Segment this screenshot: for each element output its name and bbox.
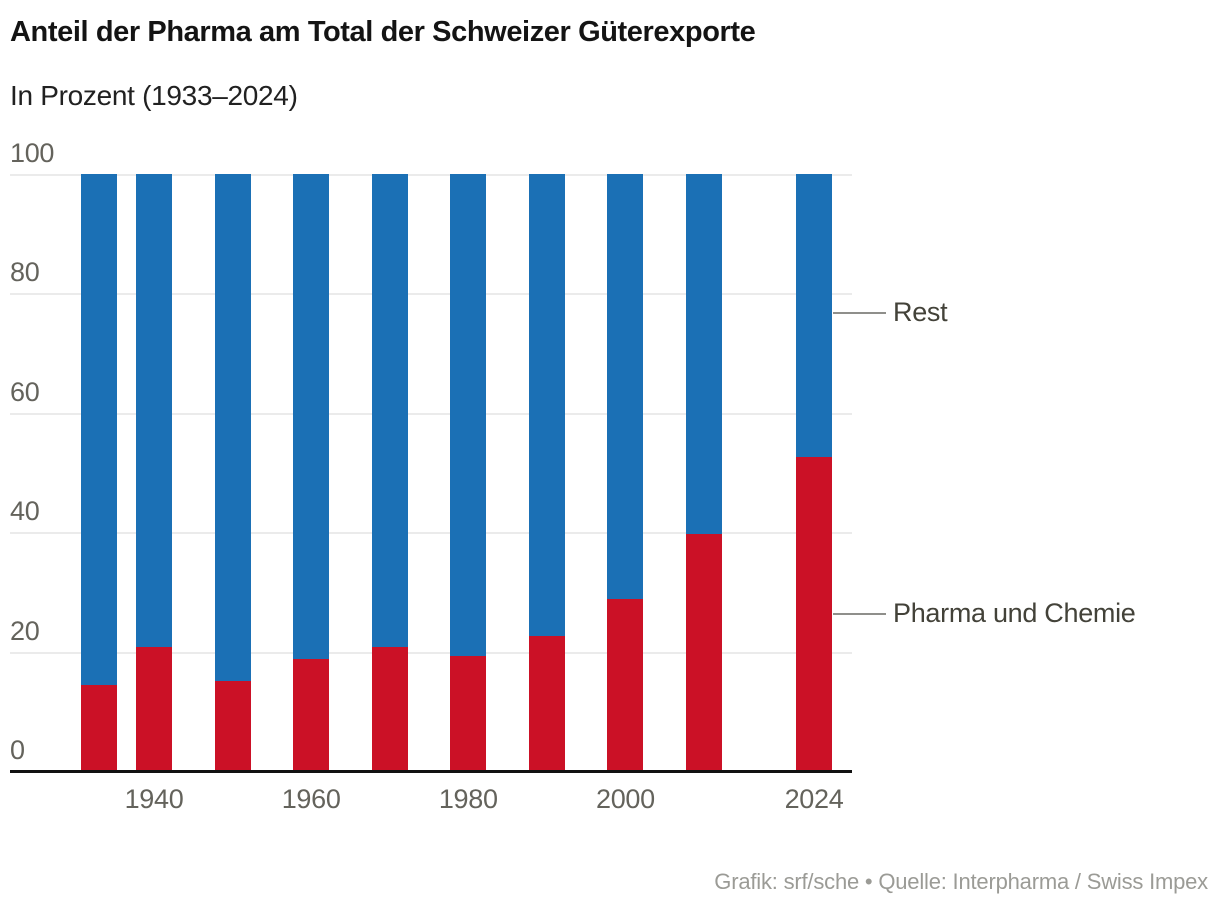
bar-segment-pharma-und-chemie xyxy=(371,646,408,771)
bar-2000 xyxy=(607,173,644,772)
bar-2024 xyxy=(796,173,832,771)
y-axis-tick-label: 100 xyxy=(10,137,55,168)
bar-segment-pharma-und-chemie xyxy=(686,534,722,771)
x-axis-line xyxy=(10,770,852,773)
gridline-100 xyxy=(10,173,852,176)
bar-segment-pharma-und-chemie xyxy=(214,681,251,771)
x-axis-tick-label: 2024 xyxy=(784,784,844,814)
bar-segment-pharma-und-chemie xyxy=(450,655,487,771)
bar-segment-pharma-und-chemie xyxy=(81,684,117,771)
chart-title: Anteil der Pharma am Total der Schweizer… xyxy=(10,16,756,48)
leader-line-rest xyxy=(833,312,886,315)
bar-segment-rest xyxy=(686,173,722,535)
x-axis-tick-label: 1980 xyxy=(438,784,498,814)
bar-1960 xyxy=(293,173,330,772)
gridline-80 xyxy=(10,293,852,295)
chart-subtitle: In Prozent (1933–2024) xyxy=(10,80,298,111)
bar-segment-rest xyxy=(293,173,330,660)
bar-segment-pharma-und-chemie xyxy=(607,598,644,771)
annotation-label-pharma-und-chemie: Pharma und Chemie xyxy=(893,598,1136,629)
bar-segment-rest xyxy=(450,173,487,656)
gridline-40 xyxy=(10,532,852,534)
bar-segment-pharma-und-chemie xyxy=(796,457,832,771)
bar-segment-rest xyxy=(528,173,565,636)
bar-1970 xyxy=(371,173,408,772)
source-credit: Grafik: srf/sche • Quelle: Interpharma /… xyxy=(714,869,1208,894)
bar-2010 xyxy=(686,173,722,772)
gridline-60 xyxy=(10,412,852,415)
bar-segment-rest xyxy=(371,173,408,647)
bar-1990 xyxy=(528,173,565,772)
plot-area: 0 20 40 60 80 100 1940 1960 1980 2000 2024 Rest Phar… xyxy=(10,137,1136,814)
bar-segment-rest xyxy=(214,173,251,682)
y-axis-tick-label: 20 xyxy=(10,615,40,646)
annotation-label-rest: Rest xyxy=(893,297,948,328)
bar-segment-pharma-und-chemie xyxy=(293,659,330,771)
gridline-20 xyxy=(10,651,852,654)
bar-segment-rest xyxy=(136,173,172,647)
bar-1950 xyxy=(214,173,251,771)
bar-1933 xyxy=(81,173,117,772)
x-axis-tick-label: 1940 xyxy=(124,784,184,814)
x-axis-tick-label: 2000 xyxy=(595,784,655,814)
bar-segment-pharma-und-chemie xyxy=(136,646,172,771)
bar-segment-rest xyxy=(796,173,832,458)
bar-1980 xyxy=(450,173,487,772)
bar-1940 xyxy=(136,173,172,772)
bar-segment-rest xyxy=(607,173,644,599)
y-axis-tick-label: 40 xyxy=(10,496,40,526)
bar-segment-rest xyxy=(81,173,117,685)
bar-segment-pharma-und-chemie xyxy=(528,635,565,771)
y-axis-tick-label: 80 xyxy=(10,257,40,287)
leader-line-pharma-und-chemie xyxy=(833,613,886,616)
y-axis-tick-label: 60 xyxy=(10,376,40,407)
y-axis-tick-label: 0 xyxy=(10,735,25,765)
x-axis-tick-label: 1960 xyxy=(281,784,341,814)
